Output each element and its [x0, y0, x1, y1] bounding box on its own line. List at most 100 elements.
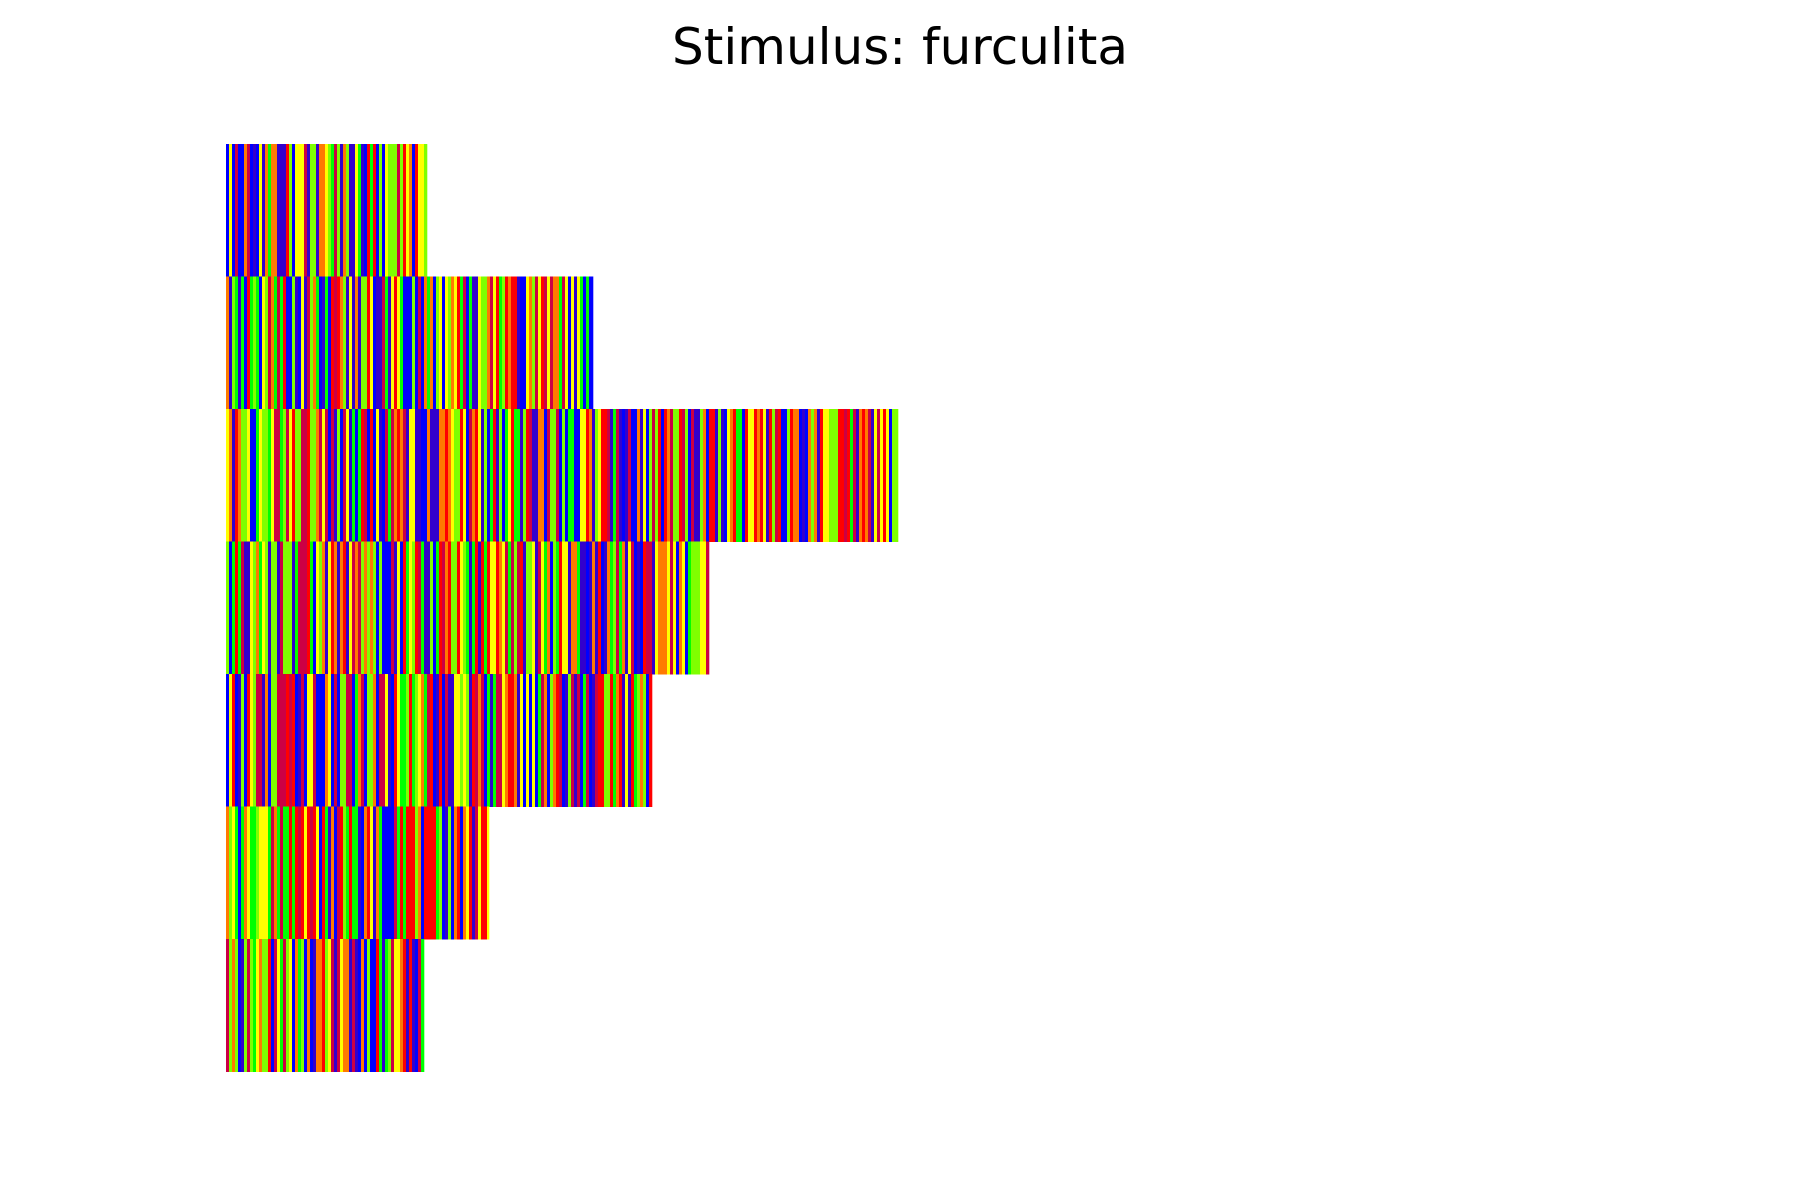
stripe [394, 144, 398, 277]
stripe [736, 409, 740, 542]
stripe [517, 674, 521, 807]
stripe [574, 276, 578, 410]
stripe [310, 144, 314, 277]
stripe [763, 409, 767, 542]
stripe [355, 806, 359, 940]
stripe [745, 409, 749, 542]
stripe [277, 806, 281, 940]
stripe [640, 541, 644, 675]
stripe [562, 276, 566, 410]
stripe [328, 939, 332, 1072]
stripe [298, 806, 302, 940]
stripe [571, 541, 575, 675]
stripe [286, 409, 290, 542]
stripe [685, 409, 689, 542]
stripe [409, 541, 413, 675]
stripe [559, 276, 563, 410]
stripe [289, 541, 293, 675]
stripe [256, 144, 260, 277]
stripe [328, 674, 332, 807]
stripe [301, 276, 305, 410]
stripe [436, 409, 440, 542]
stripe [559, 541, 563, 675]
stripe [529, 674, 533, 807]
stripe [427, 409, 431, 542]
stripe [865, 409, 869, 542]
stripe [397, 806, 401, 940]
stripe [487, 409, 491, 542]
stripe [331, 276, 335, 410]
stripe [622, 674, 626, 807]
stripe [721, 409, 725, 542]
stripe [418, 541, 422, 675]
stripe [274, 144, 278, 277]
stripe [310, 409, 314, 542]
stripe [358, 674, 362, 807]
stripe [379, 674, 383, 807]
stripe [379, 939, 383, 1072]
stripe [751, 409, 755, 542]
stripe [670, 409, 674, 542]
stripe [403, 939, 407, 1072]
stripe [469, 541, 473, 675]
stripe [406, 144, 410, 277]
stripe [334, 541, 338, 675]
stripe [583, 409, 587, 542]
stripe [355, 674, 359, 807]
stripe [301, 939, 305, 1072]
stripe [319, 674, 323, 807]
stripe [661, 409, 665, 542]
stripe [547, 674, 551, 807]
stripe [385, 939, 389, 1072]
stripe [538, 409, 542, 542]
stripe [712, 409, 716, 542]
stripe [553, 674, 557, 807]
stripe [517, 541, 521, 675]
stripe [442, 541, 446, 675]
stripe [241, 276, 245, 410]
stripe [388, 939, 392, 1072]
stripe [505, 409, 509, 542]
stripe [454, 674, 458, 807]
stripe [880, 409, 884, 542]
stripe [346, 939, 350, 1072]
stripe [511, 541, 515, 675]
stripe [328, 276, 332, 410]
stripe [238, 541, 242, 675]
stripe [250, 674, 254, 807]
stripe [604, 409, 608, 542]
stripe [451, 541, 455, 675]
stripe [256, 541, 260, 675]
stripe [226, 806, 230, 940]
stripe [400, 541, 404, 675]
stripe [226, 674, 230, 807]
stripe [382, 541, 386, 675]
stripe [472, 541, 476, 675]
stripe [532, 409, 536, 542]
stripe [616, 409, 620, 542]
stripe [760, 409, 764, 542]
stripe [280, 409, 284, 542]
stripe [550, 409, 554, 542]
stripe [241, 144, 245, 277]
stripe [601, 409, 605, 542]
stripe [436, 806, 440, 940]
stripe [661, 541, 665, 675]
stripe [733, 409, 737, 542]
stripe [394, 939, 398, 1072]
stripe [784, 409, 788, 542]
stripe [388, 144, 392, 277]
stripe [607, 674, 611, 807]
stripe [310, 276, 314, 410]
stripe [580, 409, 584, 542]
stripe [241, 541, 245, 675]
stripe [850, 409, 854, 542]
stripe [634, 409, 638, 542]
stripe [451, 276, 455, 410]
stripe [340, 276, 344, 410]
stripe [418, 806, 422, 940]
stripe [364, 144, 368, 277]
stripe [271, 541, 275, 675]
stripe [451, 806, 455, 940]
